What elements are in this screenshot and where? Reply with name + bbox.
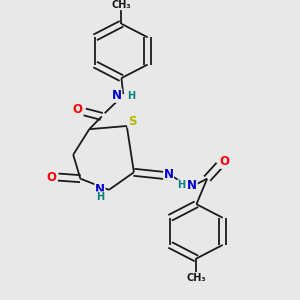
Text: CH₃: CH₃ bbox=[187, 273, 206, 283]
Text: H: H bbox=[127, 91, 135, 101]
Text: CH₃: CH₃ bbox=[112, 0, 131, 10]
Text: N: N bbox=[187, 178, 197, 192]
Text: N: N bbox=[95, 183, 105, 196]
Text: N: N bbox=[164, 168, 174, 181]
Text: N: N bbox=[112, 89, 122, 102]
Text: O: O bbox=[219, 155, 229, 168]
Text: H: H bbox=[96, 192, 104, 202]
Text: S: S bbox=[128, 115, 136, 128]
Text: O: O bbox=[73, 103, 82, 116]
Text: H: H bbox=[177, 180, 185, 190]
Text: O: O bbox=[47, 171, 57, 184]
